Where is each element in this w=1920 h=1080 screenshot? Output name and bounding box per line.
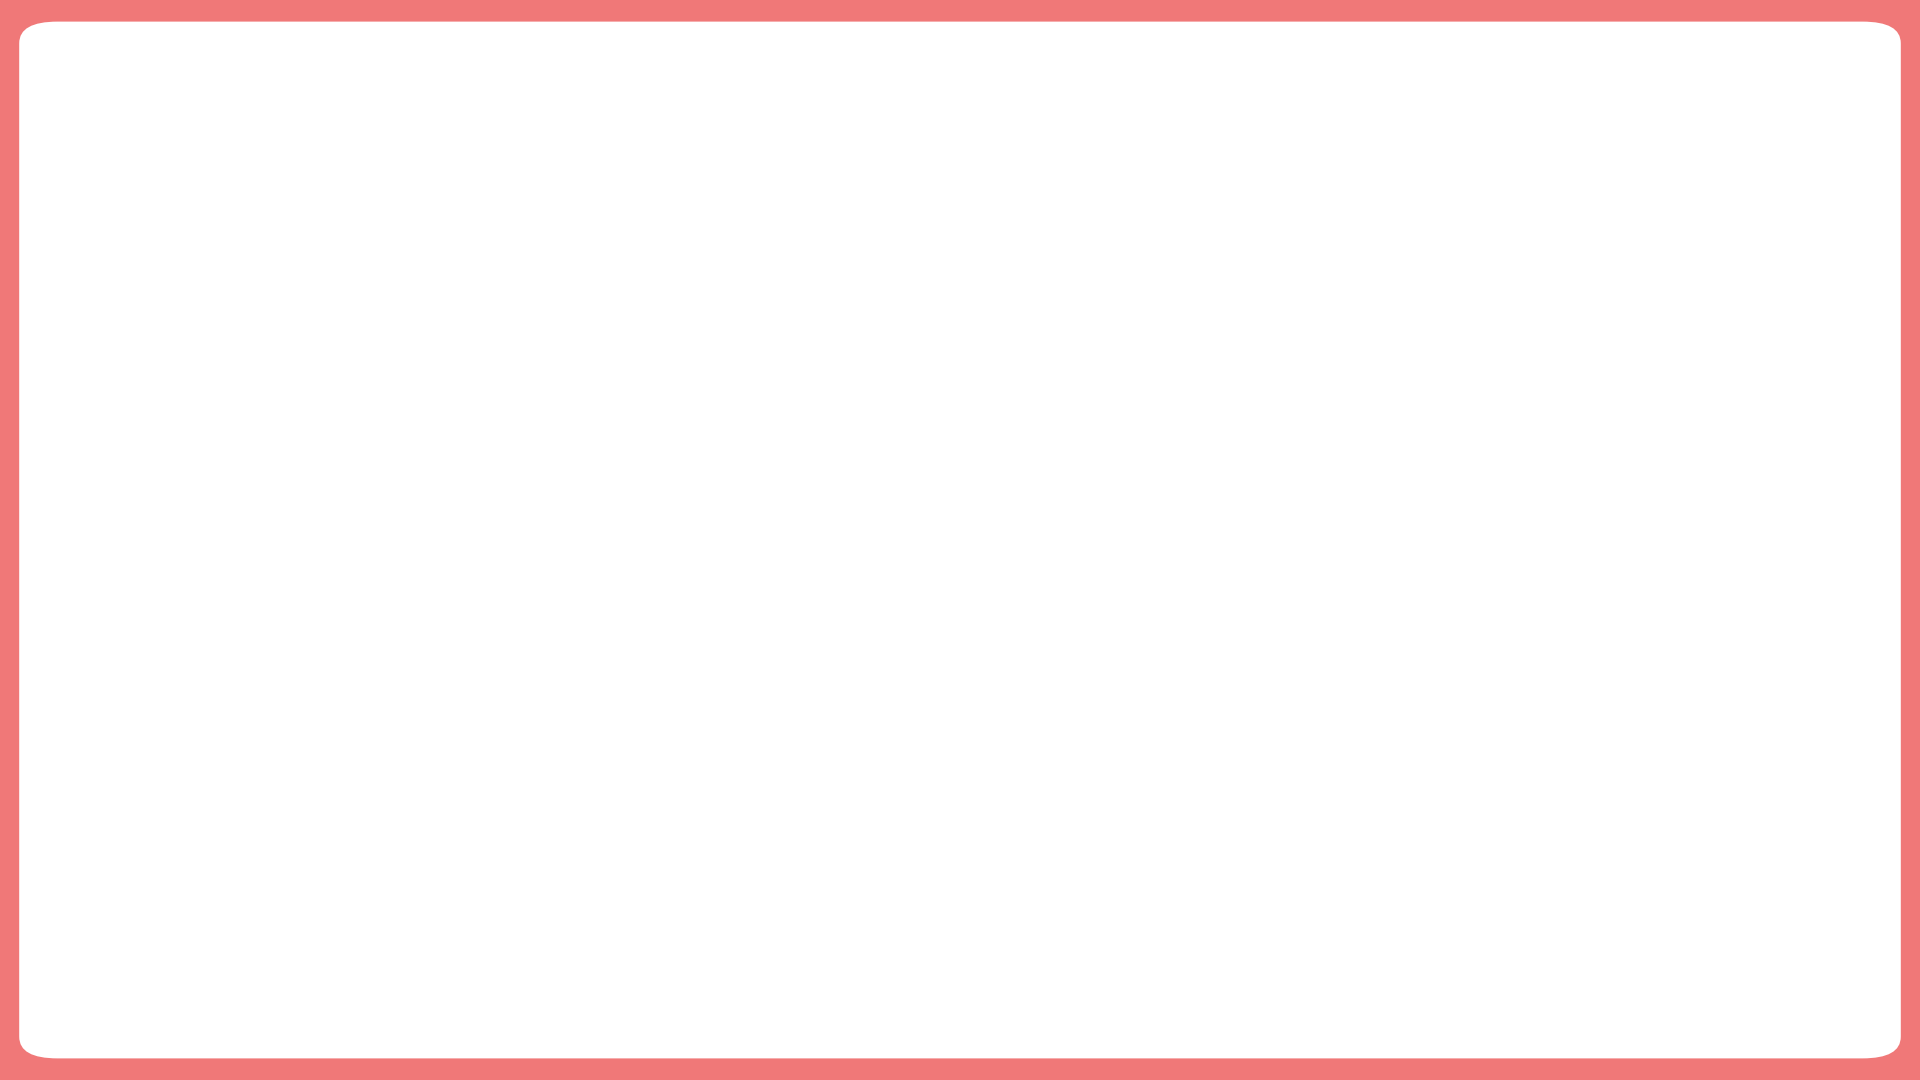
- Text: 10〜15万円：25%: 10〜15万円：25%: [1123, 397, 1340, 427]
- Text: Picky's: Picky's: [1692, 955, 1887, 1002]
- Text: 3〜5万円：13.5%: 3〜5万円：13.5%: [1123, 490, 1331, 519]
- Text: 1万円未満：1.5%: 1万円未満：1.5%: [1123, 861, 1309, 890]
- Text: 3位: 3位: [1058, 490, 1094, 519]
- Text: 5〜10万円
42.0%: 5〜10万円 42.0%: [447, 532, 655, 581]
- Wedge shape: [499, 309, 762, 804]
- Text: 3〜5万円
13.5%: 3〜5万円 13.5%: [65, 643, 131, 686]
- Wedge shape: [442, 310, 488, 449]
- Wedge shape: [269, 633, 626, 836]
- Text: 1〜3万円：2%: 1〜3万円：2%: [1123, 769, 1283, 797]
- Wedge shape: [236, 483, 388, 699]
- Text: 7位: 7位: [1058, 861, 1094, 890]
- Text: 5位: 5位: [1058, 676, 1094, 705]
- Text: （2022年7月 / Picky's編集部調べ）: （2022年7月 / Picky's編集部調べ）: [1488, 120, 1776, 139]
- Text: 15〜20万円：9.5%: 15〜20万円：9.5%: [1123, 583, 1350, 612]
- Text: ・算出方法：インターネット上でのアンケート結果を集計。: ・算出方法：インターネット上でのアンケート結果を集計。: [84, 918, 374, 935]
- Text: 4位: 4位: [1058, 583, 1094, 612]
- Text: ・アンケート回答数：200名: ・アンケート回答数：200名: [84, 983, 236, 1000]
- Text: 200人に聞いたエアコンの購入の際意識していることは？人気エアコンや選び方も特集: 200人に聞いたエアコンの購入の際意識していることは？人気エアコンや選び方も特集: [488, 56, 1432, 95]
- Wedge shape: [474, 309, 499, 447]
- Text: 1位: 1位: [1058, 306, 1094, 334]
- Text: 5〜10万円：42%: 5〜10万円：42%: [1123, 306, 1321, 334]
- Wedge shape: [252, 360, 424, 529]
- Text: 2位: 2位: [1058, 397, 1094, 427]
- Text: ・アンケート対象者：今年エアコンを購入した、もしくは購入する予定があると回答した20代~70代の男女: ・アンケート対象者：今年エアコンを購入した、もしくは購入する予定があると回答した…: [84, 950, 628, 968]
- Wedge shape: [344, 315, 472, 470]
- Text: ・アンケート集計期間：2022年7月18日〜2022年7月18日: ・アンケート集計期間：2022年7月18日〜2022年7月18日: [84, 1015, 438, 1032]
- Text: 購入した・購入する予定のエアコンの価格帯: 購入した・購入する予定のエアコンの価格帯: [1229, 195, 1594, 225]
- Text: 20万円以上：6.5%: 20万円以上：6.5%: [1123, 676, 1331, 705]
- Text: 1〜3万円
2.0%: 1〜3万円 2.0%: [405, 139, 468, 183]
- Text: 6位: 6位: [1058, 769, 1094, 797]
- Text: 10〜15万円
25.0%: 10〜15万円 25.0%: [453, 981, 545, 1024]
- Text: 20万円
6.5%: 20万円 6.5%: [315, 181, 369, 225]
- Text: 15〜20万円
9.5%: 15〜20万円 9.5%: [65, 472, 156, 515]
